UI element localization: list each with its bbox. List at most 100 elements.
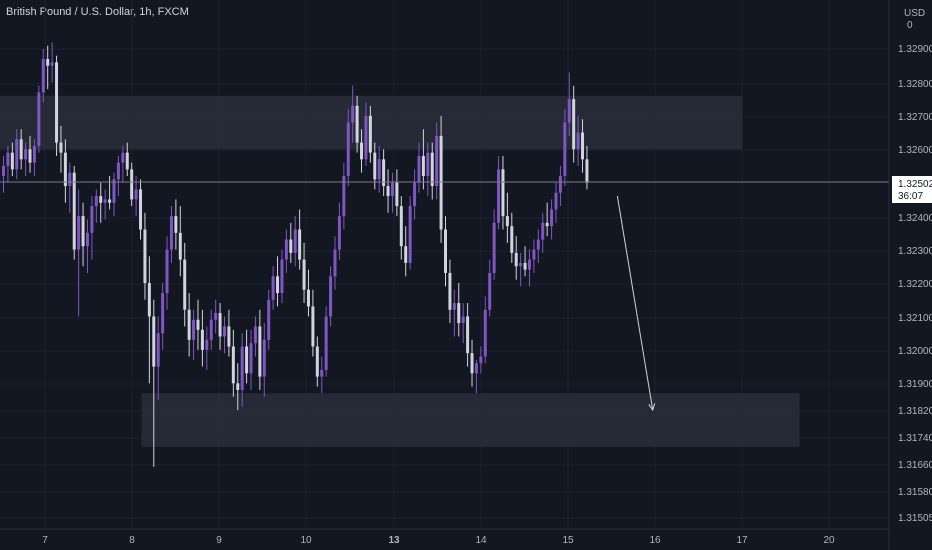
candle bbox=[32, 139, 36, 177]
candle-body bbox=[457, 303, 461, 324]
candle bbox=[156, 316, 160, 400]
price-tick-label: 1.31900 bbox=[898, 379, 932, 390]
candle bbox=[333, 236, 337, 290]
price-axis[interactable]: USD 0 1.32900 1.32800 1.32700 1.32600 1.3240… bbox=[888, 0, 932, 550]
candle bbox=[421, 129, 425, 190]
candle bbox=[492, 209, 496, 280]
candle bbox=[90, 196, 94, 260]
candle-body bbox=[289, 239, 293, 253]
candle-body bbox=[337, 216, 341, 250]
time-tick-label: 8 bbox=[129, 535, 135, 546]
candle bbox=[452, 289, 456, 337]
candle-body bbox=[205, 339, 209, 350]
price-axis-currency: USD bbox=[904, 8, 925, 19]
candle-body bbox=[90, 206, 94, 233]
candle bbox=[152, 299, 156, 467]
candle-body bbox=[342, 176, 346, 217]
candle-body bbox=[183, 259, 187, 310]
candle-body bbox=[563, 122, 567, 177]
candle bbox=[187, 293, 191, 357]
time-tick-label: 20 bbox=[823, 535, 835, 546]
candle-body bbox=[130, 169, 134, 200]
price-zones bbox=[0, 95, 800, 447]
candle-body bbox=[227, 326, 231, 347]
candle-body bbox=[19, 139, 23, 160]
candle bbox=[81, 202, 85, 267]
candle-body bbox=[169, 216, 173, 250]
time-tick-label: 16 bbox=[649, 535, 661, 546]
candle bbox=[174, 199, 178, 250]
candle-body bbox=[519, 262, 523, 267]
candle bbox=[178, 206, 182, 277]
candle bbox=[200, 309, 204, 367]
candle bbox=[505, 192, 509, 243]
candle bbox=[346, 109, 350, 187]
candle-body bbox=[253, 326, 257, 344]
candle-body bbox=[46, 59, 50, 66]
candle bbox=[214, 299, 218, 334]
projection-arrow-head bbox=[648, 403, 656, 412]
time-axis[interactable]: 7 8 9 10 13 14 15 16 17 20 bbox=[0, 528, 889, 546]
candle bbox=[240, 333, 244, 407]
candle-body bbox=[390, 182, 394, 197]
candles bbox=[2, 42, 589, 467]
candle-body bbox=[532, 249, 536, 260]
candle-body bbox=[554, 192, 558, 210]
candle-body bbox=[585, 159, 589, 183]
candle bbox=[382, 149, 386, 197]
price-tick-label: 1.31820 bbox=[898, 406, 932, 417]
candle-body bbox=[550, 209, 554, 227]
candle-body bbox=[536, 239, 540, 250]
candle bbox=[435, 122, 439, 200]
candle bbox=[249, 329, 253, 390]
candle bbox=[169, 206, 173, 263]
candle-body bbox=[99, 196, 103, 203]
candle bbox=[439, 115, 443, 243]
price-tick-label: 1.32700 bbox=[898, 112, 932, 123]
candle-body bbox=[413, 182, 417, 207]
candle-body bbox=[125, 152, 129, 170]
candle bbox=[386, 169, 390, 213]
time-tick-label: 17 bbox=[736, 535, 748, 546]
candle-body bbox=[315, 346, 319, 377]
price-tick-label: 1.32000 bbox=[898, 346, 932, 357]
candle-body bbox=[382, 159, 386, 187]
candle bbox=[99, 182, 103, 223]
candle-body bbox=[174, 216, 178, 233]
time-tick-label: 15 bbox=[562, 535, 574, 546]
candle bbox=[63, 139, 67, 203]
candle-body bbox=[399, 206, 403, 247]
candle bbox=[161, 283, 165, 350]
candle bbox=[519, 252, 523, 287]
candle-body bbox=[461, 316, 465, 324]
candle-body bbox=[178, 232, 182, 260]
candle-body bbox=[452, 303, 456, 310]
time-tick-label: 13 bbox=[388, 535, 400, 546]
candle bbox=[68, 162, 72, 213]
candle-body bbox=[214, 313, 218, 320]
candle-body bbox=[470, 353, 474, 374]
candle bbox=[50, 42, 54, 83]
candle-body bbox=[408, 206, 412, 263]
candle-body bbox=[103, 199, 107, 203]
candle-body bbox=[488, 272, 492, 310]
projection-arrow-line bbox=[616, 196, 654, 411]
candle-body bbox=[572, 99, 576, 150]
candle bbox=[430, 142, 434, 200]
candle-body bbox=[306, 289, 310, 307]
candle-body bbox=[156, 333, 160, 367]
candle bbox=[479, 346, 483, 374]
candle bbox=[55, 55, 59, 156]
candle-body bbox=[196, 319, 200, 330]
candle-body bbox=[94, 196, 98, 207]
candle bbox=[125, 142, 129, 177]
candle bbox=[15, 129, 19, 180]
candle-body bbox=[576, 132, 580, 150]
candle bbox=[19, 129, 23, 170]
candle bbox=[112, 172, 116, 217]
candle bbox=[364, 102, 368, 166]
projection-arrow bbox=[616, 196, 656, 412]
candle bbox=[399, 196, 403, 260]
candle-body bbox=[527, 259, 531, 270]
